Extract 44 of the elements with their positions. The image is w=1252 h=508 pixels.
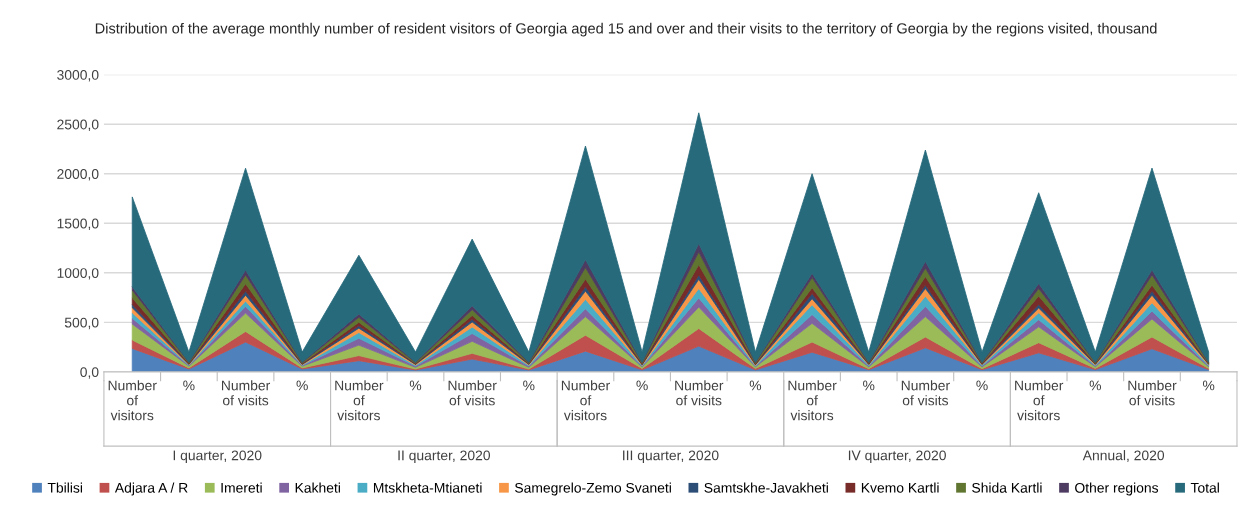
- x-tick-label: %: [183, 380, 195, 391]
- x-tick-label: Number of visits: [901, 380, 950, 406]
- x-tick-label: Number of visitors: [108, 380, 157, 421]
- x-tick-label: Number of visitors: [788, 380, 837, 421]
- y-tick-label: 2500,0: [57, 119, 99, 132]
- legend-label: Kvemo Kartli: [861, 482, 939, 493]
- legend-label: Adjara A / R: [114, 482, 188, 496]
- x-tick-label: Number of visits: [675, 380, 724, 406]
- x-tick-label: %: [1202, 380, 1215, 391]
- legend-label: Shida Kartli: [972, 482, 1042, 493]
- y-tick-label: 1000,0: [57, 268, 99, 280]
- legend-label: Mtskheta-Mtianeti: [373, 482, 482, 493]
- x-tick-label: %: [296, 380, 308, 391]
- x-tick-label: Number of visits: [221, 380, 271, 406]
- legend-label: Kakheti: [295, 482, 340, 493]
- y-tick-label: 500,0: [64, 317, 99, 330]
- x-tick-label: Number of visits: [448, 380, 497, 406]
- x-tick-label: Number of visitors: [561, 380, 610, 421]
- x-tick-label: %: [409, 380, 422, 391]
- x-tick-label: %: [636, 380, 648, 391]
- legend-label: Total: [1190, 482, 1219, 493]
- x-tick-label: %: [863, 380, 875, 391]
- x-tick-label: Number of visitors: [1015, 380, 1064, 421]
- y-tick-label: 0,0: [80, 367, 99, 379]
- text: Annual, 2020: [1082, 450, 1165, 462]
- y-tick-label: 1500,0: [57, 218, 99, 231]
- x-tick-label: %: [749, 380, 762, 391]
- y-tick-label: 3000,0: [57, 70, 99, 82]
- legend-label: Other regions: [1075, 482, 1159, 496]
- chart-title: Distribution of the average monthly number of resident visitors of Georgia aged 15 and over and their visits to the territory of Georgia by the regions visited, thousand: [95, 22, 1157, 37]
- legend-label: Tbilisi: [47, 482, 83, 493]
- x-tick-label: Number of visitors: [335, 380, 384, 421]
- x-tick-label: %: [1089, 380, 1102, 391]
- y-tick-label: 2000,0: [57, 169, 99, 181]
- text: IV quarter, 2020: [848, 450, 946, 464]
- legend-label: Imereti: [221, 482, 262, 493]
- x-tick-label: %: [976, 380, 988, 391]
- text: II quarter, 2020: [398, 450, 491, 464]
- legend-label: Samtskhe-Javakheti: [704, 482, 828, 493]
- text: III quarter, 2020: [623, 450, 719, 464]
- legend-label: Samegrelo-Zemo Svaneti: [515, 482, 671, 496]
- x-tick-label: %: [523, 380, 535, 391]
- x-tick-label: Number of visits: [1128, 380, 1177, 406]
- text: I quarter, 2020: [173, 450, 262, 464]
